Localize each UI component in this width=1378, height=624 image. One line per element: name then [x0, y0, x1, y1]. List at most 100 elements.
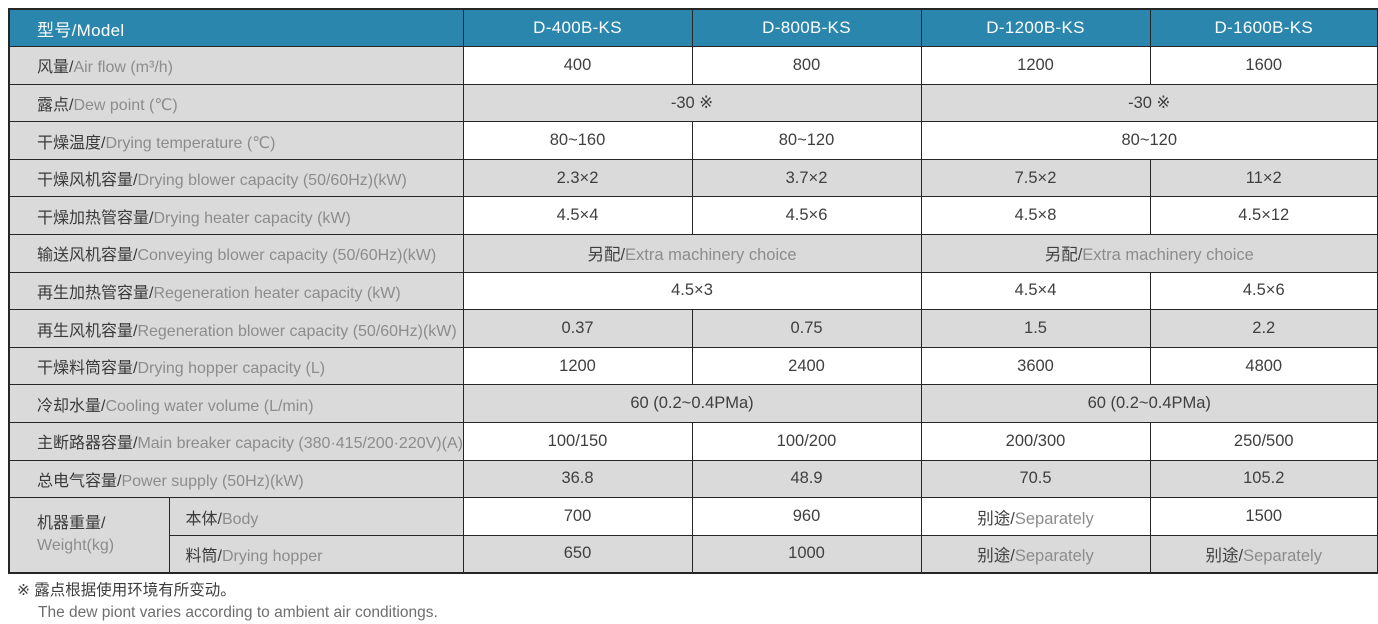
label-zh: 再生风机容量/: [37, 322, 138, 340]
label-zh: 干燥加热管容量/: [37, 209, 154, 227]
drying-temperature-value: 80~120: [691, 121, 922, 160]
air-flow-label: 风量/Air flow (m³/h): [8, 46, 464, 85]
label-en: Body: [221, 510, 259, 528]
weight-body-value: 别途/Separately: [920, 497, 1151, 536]
regeneration-blower-value: 0.75: [691, 309, 922, 348]
label-zh: 输送风机容量/: [37, 247, 138, 265]
weight-body-label: 本体/Body: [168, 497, 464, 536]
air-flow-value: 1200: [920, 46, 1151, 85]
label-en: Regeneration blower capacity (50/60Hz)(k…: [137, 322, 457, 340]
model-header-d1200: D-1200B-KS: [920, 8, 1151, 48]
drying-blower-value: 2.3×2: [462, 158, 693, 198]
power-supply-value: 48.9: [691, 459, 922, 499]
conveying-blower-label: 输送风机容量/Conveying blower capacity (50/60H…: [8, 234, 464, 273]
label-zh: 本体/: [185, 510, 222, 528]
label-zh: 干燥温度/: [37, 134, 106, 152]
drying-hopper-capacity-label: 干燥料筒容量/Drying hopper capacity (L): [8, 346, 464, 386]
label-zh: 干燥风机容量/: [37, 172, 138, 190]
value-en: Extra machinery choice: [1082, 246, 1254, 265]
dew-point-label: 露点/Dew point (℃): [8, 83, 464, 123]
dew-point-value: -30 ※: [462, 83, 922, 123]
drying-blower-label: 干燥风机容量/Drying blower capacity (50/60Hz)(…: [8, 158, 464, 198]
cooling-water-value: 60 (0.2~0.4PMa): [462, 384, 922, 424]
footnote: ※ 露点根据使用环境有所变动。 The dew piont varies acc…: [8, 581, 1378, 624]
row-conveying-blower-capacity: 输送风机容量/Conveying blower capacity (50/60H…: [8, 234, 1378, 273]
power-supply-value: 105.2: [1149, 459, 1378, 499]
label-en: Regeneration heater capacity (kW): [153, 284, 401, 302]
row-dew-point: 露点/Dew point (℃) -30 ※ -30 ※: [8, 83, 1378, 123]
footnote-chinese: ※ 露点根据使用环境有所变动。: [17, 581, 236, 599]
drying-blower-value: 3.7×2: [691, 158, 922, 198]
row-main-breaker-capacity: 主断路器容量/Main breaker capacity (380·415/20…: [8, 422, 1378, 461]
weight-body-value: 1500: [1149, 497, 1378, 536]
row-drying-blower-capacity: 干燥风机容量/Drying blower capacity (50/60Hz)(…: [8, 158, 1378, 198]
row-regeneration-heater-capacity: 再生加热管容量/Regeneration heater capacity (kW…: [8, 271, 1378, 311]
model-header-label: 型号/Model: [8, 8, 464, 48]
row-power-supply: 总电气容量/Power supply (50Hz)(kW) 36.8 48.9 …: [8, 459, 1378, 499]
power-supply-value: 70.5: [920, 459, 1151, 499]
regeneration-heater-value: 4.5×3: [462, 271, 922, 311]
drying-temperature-value: 80~160: [462, 121, 693, 160]
value-zh: 别途/: [1205, 546, 1244, 565]
row-drying-heater-capacity: 干燥加热管容量/Drying heater capacity (kW) 4.5×…: [8, 196, 1378, 236]
value-en: Separately: [1014, 546, 1094, 565]
value-en: Separately: [1014, 509, 1094, 528]
label-en: Weight(kg): [37, 537, 115, 555]
drying-blower-value: 11×2: [1149, 158, 1378, 198]
row-drying-temperature: 干燥温度/Drying temperature (℃) 80~160 80~12…: [8, 121, 1378, 160]
value-zh: 别途/: [977, 509, 1015, 528]
regeneration-heater-value: 4.5×4: [920, 271, 1151, 311]
label-zh: 机器重量/: [37, 514, 106, 532]
regeneration-heater-label: 再生加热管容量/Regeneration heater capacity (kW…: [8, 271, 464, 311]
label-zh: 冷却水量/: [37, 397, 106, 415]
drying-heater-value: 4.5×4: [462, 196, 693, 236]
main-breaker-value: 250/500: [1149, 422, 1378, 461]
main-breaker-value: 100/150: [462, 422, 693, 461]
power-supply-value: 36.8: [462, 459, 693, 499]
air-flow-value: 800: [691, 46, 922, 85]
drying-blower-value: 7.5×2: [920, 158, 1151, 198]
label-en: Cooling water volume (L/min): [105, 397, 314, 415]
regeneration-blower-value: 0.37: [462, 309, 693, 348]
dew-point-value: -30 ※: [920, 83, 1378, 123]
label-en: Drying temperature (℃): [105, 134, 276, 152]
value-en: Separately: [1243, 546, 1322, 565]
label-en: Drying blower capacity (50/60Hz)(kW): [137, 172, 407, 190]
main-breaker-label: 主断路器容量/Main breaker capacity (380·415/20…: [8, 422, 464, 461]
weight-hopper-value: 别途/Separately: [1149, 534, 1378, 574]
weight-group-label: 机器重量/Weight(kg): [8, 497, 170, 574]
regeneration-blower-value: 2.2: [1149, 309, 1378, 348]
model-header-d1600: D-1600B-KS: [1149, 8, 1378, 48]
label-en: Conveying blower capacity (50/60Hz)(kW): [137, 247, 437, 265]
drying-heater-value: 4.5×8: [920, 196, 1151, 236]
value-zh: 别途/: [977, 546, 1015, 565]
row-weight-drying-hopper: 料筒/Drying hopper 650 1000 别途/Separately …: [9, 534, 1378, 574]
weight-hopper-value: 1000: [691, 534, 922, 574]
label-en: Main breaker capacity (380·415/200·220V)…: [137, 435, 463, 453]
conveying-blower-value: 另配/Extra machinery choice: [920, 234, 1378, 273]
label-zh: 总电气容量/: [37, 472, 122, 490]
label-zh: 主断路器容量/: [37, 435, 138, 453]
row-air-flow: 风量/Air flow (m³/h) 400 800 1200 1600: [8, 46, 1378, 85]
drying-hopper-capacity-value: 2400: [691, 346, 922, 386]
footnote-english: The dew piont varies according to ambien…: [38, 603, 438, 621]
row-regeneration-blower-capacity: 再生风机容量/Regeneration blower capacity (50/…: [8, 309, 1378, 348]
regeneration-blower-label: 再生风机容量/Regeneration blower capacity (50/…: [8, 309, 464, 348]
row-weight-body: 机器重量/Weight(kg) 本体/Body 700 960 别途/Separ…: [8, 497, 1378, 574]
weight-hopper-label: 料筒/Drying hopper: [168, 534, 464, 574]
label-en: Drying hopper capacity (L): [137, 360, 326, 378]
spec-table: 型号/Model D-400B-KS D-800B-KS D-1200B-KS …: [8, 8, 1378, 574]
drying-hopper-capacity-value: 1200: [462, 346, 693, 386]
air-flow-value: 1600: [1149, 46, 1378, 85]
main-breaker-value: 100/200: [691, 422, 922, 461]
drying-heater-label: 干燥加热管容量/Drying heater capacity (kW): [8, 196, 464, 236]
label-zh: 料筒/: [185, 547, 222, 565]
weight-body-value: 700: [462, 497, 693, 536]
main-breaker-value: 200/300: [920, 422, 1151, 461]
drying-temperature-value: 80~120: [920, 121, 1378, 160]
power-supply-label: 总电气容量/Power supply (50Hz)(kW): [8, 459, 464, 499]
conveying-blower-value: 另配/Extra machinery choice: [462, 234, 922, 273]
air-flow-value: 400: [462, 46, 693, 85]
drying-hopper-capacity-value: 3600: [920, 346, 1151, 386]
